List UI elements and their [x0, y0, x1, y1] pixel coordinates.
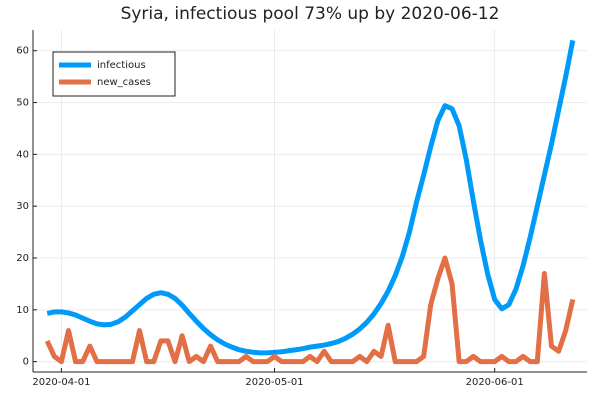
x-tick-label: 2020-06-01 [466, 377, 524, 388]
line-series [44, 255, 576, 365]
legend-label: new_cases [97, 77, 151, 88]
y-tick-label: 20 [16, 253, 29, 264]
legend-box [52, 51, 176, 97]
chart-title: Syria, infectious pool 73% up by 2020-06… [121, 4, 500, 24]
y-tick-label: 10 [16, 305, 29, 316]
line-series [46, 39, 576, 356]
x-tick-label: 2020-05-01 [245, 377, 303, 388]
x-tick-label: 2020-04-01 [32, 377, 90, 388]
y-tick-label: 50 [16, 98, 29, 109]
legend-label: infectious [97, 60, 146, 71]
y-tick-label: 30 [16, 201, 29, 212]
y-tick-label: 40 [16, 149, 29, 160]
y-tick-label: 0 [23, 357, 29, 368]
y-tick-label: 60 [16, 46, 29, 57]
